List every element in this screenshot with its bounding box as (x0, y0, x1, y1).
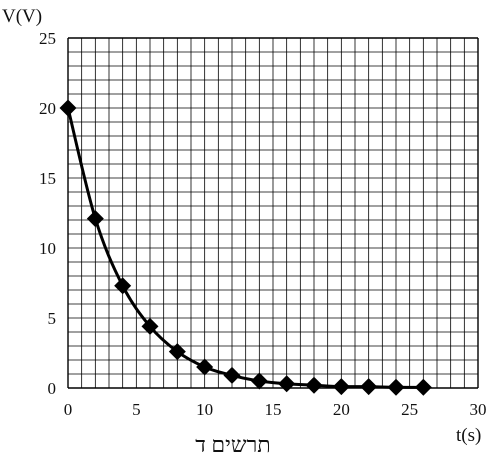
data-point-marker (332, 378, 350, 396)
x-axis-title: t(s) (456, 425, 481, 446)
data-point-marker (305, 376, 323, 394)
data-point-marker (86, 210, 104, 228)
data-point-marker (59, 99, 77, 117)
x-tick-label: 0 (64, 400, 73, 419)
data-point-marker (414, 378, 432, 396)
data-point-marker (168, 343, 186, 361)
grid (67, 37, 479, 389)
y-tick-label: 10 (39, 239, 56, 258)
data-point-marker (360, 378, 378, 396)
data-point-marker (278, 375, 296, 393)
x-tick-label: 10 (196, 400, 213, 419)
marker-layer (59, 99, 432, 396)
y-tick-label: 25 (39, 29, 56, 48)
data-point-marker (250, 372, 268, 390)
data-point-marker (387, 378, 405, 396)
x-tick-labels: 0 5 10 15 20 25 30 (64, 400, 487, 419)
y-tick-label: 15 (39, 169, 56, 188)
x-tick-label: 5 (132, 400, 141, 419)
y-tick-label: 20 (39, 99, 56, 118)
data-point-marker (114, 277, 132, 295)
y-axis-title: V(V) (2, 6, 42, 27)
x-tick-label: 15 (265, 400, 282, 419)
chart-caption: תרשים ד (195, 432, 270, 457)
data-point-marker (196, 358, 214, 376)
x-tick-label: 30 (470, 400, 487, 419)
x-tick-label: 25 (401, 400, 418, 419)
y-tick-labels: 0 5 10 15 20 25 (39, 29, 56, 398)
y-tick-label: 0 (48, 379, 57, 398)
data-point-marker (223, 366, 241, 384)
data-point-marker (141, 317, 159, 335)
y-tick-label: 5 (48, 309, 57, 328)
x-tick-label: 20 (333, 400, 350, 419)
